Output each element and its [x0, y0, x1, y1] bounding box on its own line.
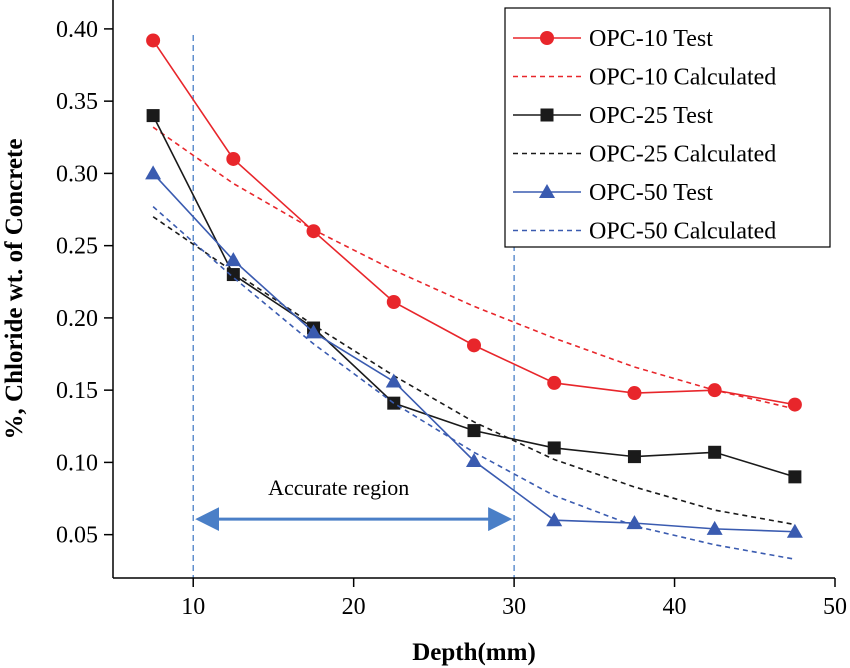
- legend-box: [504, 7, 831, 248]
- y-axis-title: %, Chloride wt. of Concrete: [1, 139, 28, 440]
- legend-label: OPC-10 Test: [589, 26, 713, 52]
- circle-marker: [627, 386, 642, 401]
- circle-marker: [226, 151, 241, 166]
- axes: 0.05 0.10 0.15 0.20 0.25 0.30 0.35 0.40 10 20 30 4…: [56, 0, 847, 620]
- circle-marker: [386, 295, 401, 310]
- series-line: [152, 216, 796, 526]
- series-line: [152, 126, 796, 410]
- series-opc-10-calculated: [152, 126, 796, 410]
- x-tick-label: 40: [663, 594, 687, 620]
- triangle-marker: [546, 512, 563, 527]
- legend-item: OPC-25 Calculated: [513, 142, 776, 168]
- square-marker: [467, 424, 481, 438]
- triangle-marker: [539, 184, 555, 198]
- circle-marker: [306, 224, 321, 239]
- triangle-marker: [385, 373, 402, 388]
- triangle-marker: [305, 324, 322, 339]
- legend-item: OPC-10 Test: [513, 26, 713, 52]
- triangle-marker: [706, 520, 723, 535]
- y-tick-label: 0.15: [56, 378, 98, 404]
- circle-marker: [540, 31, 554, 45]
- legend-label: OPC-25 Test: [589, 103, 713, 129]
- circle-marker: [467, 338, 481, 353]
- square-marker: [547, 441, 561, 455]
- square-marker: [146, 109, 160, 123]
- series-line: [152, 206, 796, 561]
- legend-item: OPC-25 Test: [513, 103, 713, 129]
- y-tick-label: 0.40: [56, 17, 98, 43]
- y-tick-label: 0.25: [56, 234, 98, 260]
- square-marker: [540, 108, 554, 122]
- square-marker: [627, 450, 641, 464]
- square-marker: [226, 268, 240, 282]
- y-tick-label: 0.10: [56, 450, 98, 476]
- circle-marker: [787, 397, 802, 412]
- circle-marker: [547, 375, 562, 390]
- square-marker: [708, 445, 722, 459]
- x-axis-title: Depth(mm): [412, 639, 536, 666]
- triangle-marker: [626, 515, 643, 530]
- legend-item: OPC-10 Calculated: [513, 65, 776, 91]
- triangle-marker: [466, 452, 482, 467]
- triangle-marker: [145, 165, 162, 180]
- y-tick-label: 0.05: [56, 523, 98, 549]
- annotation-layer: Accurate region: [195, 475, 513, 532]
- triangle-marker: [225, 252, 242, 267]
- x-ticks: 10 20 30 40 50: [181, 578, 847, 620]
- legend: OPC-10 Test OPC-10 Calculated OPC-25 Test O…: [504, 7, 831, 248]
- legend-items: OPC-10 Test OPC-10 Calculated OPC-25 Test O…: [513, 26, 776, 245]
- y-tick-label: 0.30: [56, 161, 98, 187]
- legend-label: OPC-50 Calculated: [589, 219, 776, 245]
- y-tick-label: 0.20: [56, 306, 98, 332]
- y-ticks: 0.05 0.10 0.15 0.20 0.25 0.30 0.35 0.40: [56, 17, 113, 549]
- legend-label: OPC-50 Test: [589, 180, 713, 206]
- legend-item: OPC-50 Calculated: [513, 219, 776, 245]
- series-opc-25-calculated: [152, 216, 796, 526]
- legend-label: OPC-25 Calculated: [589, 142, 776, 168]
- x-tick-label: 10: [181, 594, 205, 620]
- series-layer: [145, 33, 803, 561]
- circle-marker: [146, 33, 161, 48]
- series-opc-50-calculated: [152, 206, 796, 561]
- accurate-region-label: Accurate region: [268, 475, 409, 500]
- x-tick-label: 50: [823, 594, 847, 620]
- x-tick-label: 20: [342, 594, 366, 620]
- triangle-marker: [786, 523, 803, 538]
- y-tick-label: 0.35: [56, 89, 98, 115]
- square-marker: [788, 470, 802, 484]
- legend-item: OPC-50 Test: [513, 180, 713, 206]
- x-tick-label: 30: [502, 594, 526, 620]
- series-opc-50-test: [145, 165, 803, 538]
- legend-label: OPC-10 Calculated: [589, 65, 776, 91]
